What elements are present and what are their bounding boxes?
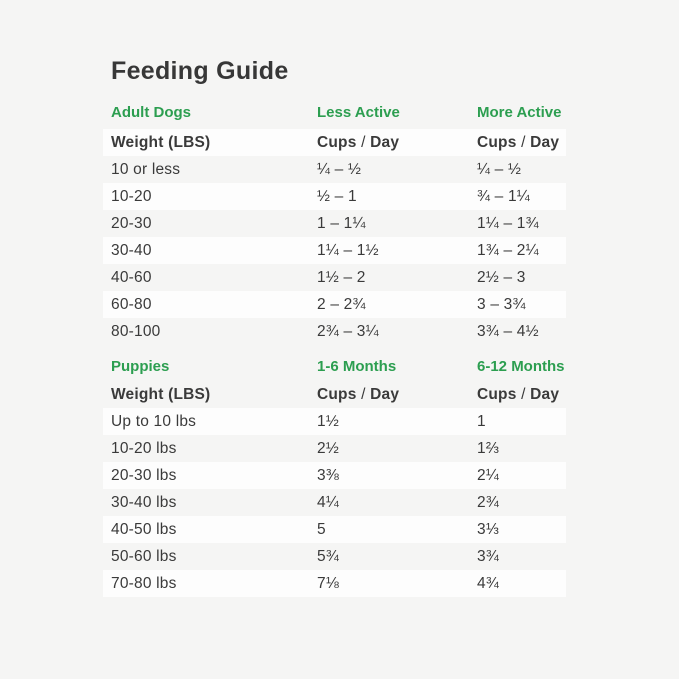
table-subheader-row: Weight (LBS) Cups / Day Cups / Day [103, 129, 566, 156]
cups-word: Cups [477, 386, 517, 403]
slash-separator: / [521, 386, 526, 403]
table-row: Up to 10 lbs 1½ 1 [103, 408, 566, 435]
cups-cell: 3¾ – 4½ [477, 323, 539, 340]
weight-column-label: Weight (LBS) [111, 386, 211, 403]
cups-cell: 1 [477, 413, 486, 430]
table-row: 10-20 lbs 2½ 1⅔ [103, 435, 566, 462]
puppies-section: Puppies 1-6 Months 6-12 Months Weight (L… [103, 358, 566, 597]
cups-per-day-label: Cups / Day [317, 381, 477, 408]
cups-word: Cups [317, 386, 357, 403]
weight-cell: 40-50 lbs [111, 521, 177, 538]
cups-cell: 3 – 3¾ [477, 296, 526, 313]
weight-cell: 80-100 [111, 323, 161, 340]
cups-cell: ¼ – ½ [317, 161, 362, 178]
cups-cell: ½ – 1 [317, 188, 357, 205]
cups-cell: 7⅛ [317, 575, 339, 592]
day-word: Day [530, 386, 560, 403]
section-label-puppies: Puppies [111, 358, 170, 375]
table-row: 20-30 lbs 3⅜ 2¼ [103, 462, 566, 489]
table-row: 20-30 1 – 1¼ 1¼ – 1¾ [103, 210, 566, 237]
adult-dogs-table: Weight (LBS) Cups / Day Cups / Day 10 or… [103, 129, 566, 345]
puppies-header-row: Puppies 1-6 Months 6-12 Months [103, 358, 566, 376]
cups-word: Cups [317, 134, 357, 151]
cups-cell: 2¾ [477, 494, 499, 511]
cups-per-day-label: Cups / Day [477, 381, 566, 408]
table-row: 70-80 lbs 7⅛ 4¾ [103, 570, 566, 597]
column-header-6-12-months: 6-12 Months [477, 358, 565, 375]
table-row: 80-100 2¾ – 3¼ 3¾ – 4½ [103, 318, 566, 345]
cups-cell: 3⅓ [477, 521, 499, 538]
cups-cell: 1¾ – 2¼ [477, 242, 539, 259]
table-row: 60-80 2 – 2¾ 3 – 3¾ [103, 291, 566, 318]
table-row: 30-40 1¼ – 1½ 1¾ – 2¼ [103, 237, 566, 264]
cups-cell: 2¾ – 3¼ [317, 323, 379, 340]
cups-cell: ¾ – 1¼ [477, 188, 530, 205]
weight-cell: 30-40 lbs [111, 494, 177, 511]
weight-cell: 20-30 lbs [111, 467, 177, 484]
slash-separator: / [361, 134, 366, 151]
column-header-1-6-months: 1-6 Months [317, 358, 397, 375]
cups-cell: 1⅔ [477, 440, 499, 457]
column-header-less-active: Less Active [317, 104, 400, 121]
cups-cell: 2½ – 3 [477, 269, 526, 286]
table-row: 10-20 ½ – 1 ¾ – 1¼ [103, 183, 566, 210]
column-header-more-active: More Active [477, 104, 562, 121]
weight-cell: 20-30 [111, 215, 152, 232]
weight-cell: Up to 10 lbs [111, 413, 197, 430]
table-row: 40-50 lbs 5 3⅓ [103, 516, 566, 543]
slash-separator: / [521, 134, 526, 151]
cups-cell: 2 – 2¾ [317, 296, 366, 313]
day-word: Day [370, 134, 400, 151]
cups-word: Cups [477, 134, 517, 151]
section-label-adult-dogs: Adult Dogs [111, 104, 191, 121]
weight-cell: 60-80 [111, 296, 152, 313]
cups-cell: 5 [317, 521, 326, 538]
page-title: Feeding Guide [111, 57, 289, 85]
cups-cell: 3¾ [477, 548, 499, 565]
cups-cell: 1 – 1¼ [317, 215, 366, 232]
weight-cell: 40-60 [111, 269, 152, 286]
table-row: 10 or less ¼ – ½ ¼ – ½ [103, 156, 566, 183]
cups-cell: 1¼ – 1½ [317, 242, 379, 259]
slash-separator: / [361, 386, 366, 403]
cups-cell: 1¼ – 1¾ [477, 215, 539, 232]
cups-cell: 4¾ [477, 575, 499, 592]
cups-cell: 4¼ [317, 494, 339, 511]
cups-cell: 5¾ [317, 548, 339, 565]
adult-dogs-section: Adult Dogs Less Active More Active Weigh… [103, 104, 566, 345]
weight-cell: 10-20 [111, 188, 152, 205]
cups-per-day-label: Cups / Day [317, 129, 477, 156]
cups-cell: ¼ – ½ [477, 161, 522, 178]
table-row: 40-60 1½ – 2 2½ – 3 [103, 264, 566, 291]
table-row: 50-60 lbs 5¾ 3¾ [103, 543, 566, 570]
cups-cell: 1½ – 2 [317, 269, 366, 286]
cups-cell: 2¼ [477, 467, 499, 484]
weight-cell: 30-40 [111, 242, 152, 259]
weight-cell: 10 or less [111, 161, 181, 178]
table-row: 30-40 lbs 4¼ 2¾ [103, 489, 566, 516]
cups-cell: 2½ [317, 440, 339, 457]
weight-cell: 10-20 lbs [111, 440, 177, 457]
day-word: Day [530, 134, 560, 151]
adult-dogs-header-row: Adult Dogs Less Active More Active [103, 104, 566, 122]
cups-cell: 1½ [317, 413, 339, 430]
puppies-table: Weight (LBS) Cups / Day Cups / Day Up to… [103, 381, 566, 597]
weight-cell: 50-60 lbs [111, 548, 177, 565]
table-subheader-row: Weight (LBS) Cups / Day Cups / Day [103, 381, 566, 408]
cups-per-day-label: Cups / Day [477, 129, 566, 156]
weight-column-label: Weight (LBS) [111, 134, 211, 151]
cups-cell: 3⅜ [317, 467, 339, 484]
weight-cell: 70-80 lbs [111, 575, 177, 592]
content-column: Feeding Guide Adult Dogs Less Active Mor… [103, 56, 566, 597]
day-word: Day [370, 386, 400, 403]
